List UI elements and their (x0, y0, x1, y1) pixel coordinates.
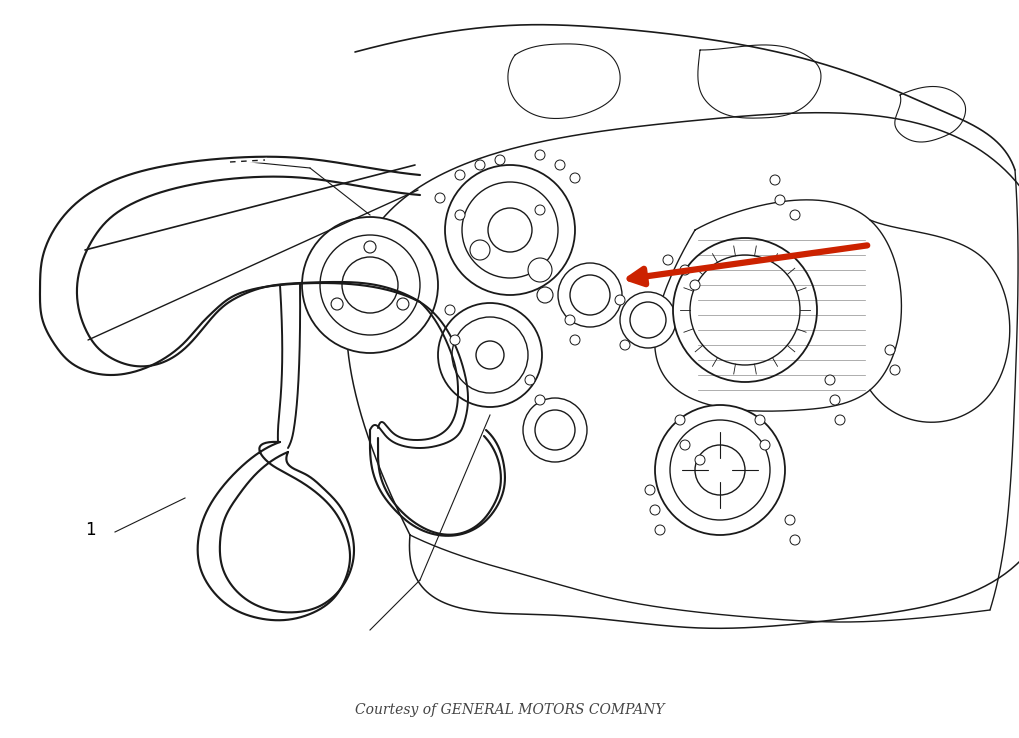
Circle shape (695, 445, 745, 495)
Circle shape (570, 335, 580, 345)
Circle shape (302, 217, 438, 353)
Circle shape (620, 340, 630, 350)
Circle shape (565, 315, 575, 325)
Circle shape (570, 173, 580, 183)
Circle shape (890, 365, 900, 375)
Circle shape (450, 335, 460, 345)
Circle shape (435, 193, 445, 203)
Circle shape (690, 255, 800, 365)
Circle shape (663, 255, 673, 265)
Circle shape (445, 305, 455, 315)
Circle shape (790, 535, 800, 545)
Circle shape (342, 257, 398, 313)
Circle shape (528, 258, 552, 282)
Circle shape (835, 415, 845, 425)
Circle shape (331, 298, 343, 310)
Circle shape (785, 515, 795, 525)
Circle shape (755, 415, 765, 425)
Circle shape (462, 182, 558, 278)
Circle shape (830, 395, 840, 405)
Circle shape (620, 292, 676, 348)
Circle shape (655, 405, 785, 535)
Text: 1: 1 (85, 521, 96, 539)
Circle shape (476, 341, 504, 369)
Circle shape (535, 205, 545, 215)
Circle shape (690, 280, 700, 290)
Circle shape (680, 440, 690, 450)
Circle shape (455, 210, 465, 220)
Circle shape (445, 165, 575, 295)
Circle shape (452, 317, 528, 393)
Circle shape (675, 415, 685, 425)
Circle shape (790, 210, 800, 220)
Circle shape (495, 155, 505, 165)
Circle shape (630, 302, 666, 338)
Circle shape (438, 303, 542, 407)
Circle shape (535, 395, 545, 405)
Circle shape (775, 195, 785, 205)
Circle shape (825, 375, 835, 385)
Circle shape (535, 150, 545, 160)
Circle shape (320, 235, 420, 335)
Circle shape (470, 240, 490, 260)
Circle shape (537, 287, 553, 303)
Circle shape (525, 375, 535, 385)
Circle shape (650, 505, 660, 515)
Circle shape (695, 455, 705, 465)
Circle shape (523, 398, 587, 462)
Circle shape (488, 208, 532, 252)
Circle shape (680, 265, 690, 275)
Circle shape (535, 410, 575, 450)
Circle shape (760, 440, 770, 450)
Circle shape (570, 275, 610, 315)
Circle shape (475, 160, 485, 170)
Circle shape (397, 298, 409, 310)
Text: Courtesy of GENERAL MOTORS COMPANY: Courtesy of GENERAL MOTORS COMPANY (355, 703, 664, 717)
Circle shape (455, 170, 465, 180)
Circle shape (364, 241, 376, 253)
Circle shape (645, 485, 655, 495)
Circle shape (770, 175, 780, 185)
Circle shape (671, 420, 770, 520)
Circle shape (655, 525, 665, 535)
Circle shape (555, 160, 565, 170)
Circle shape (615, 295, 625, 305)
Circle shape (673, 238, 817, 382)
Circle shape (558, 263, 622, 327)
Circle shape (884, 345, 895, 355)
